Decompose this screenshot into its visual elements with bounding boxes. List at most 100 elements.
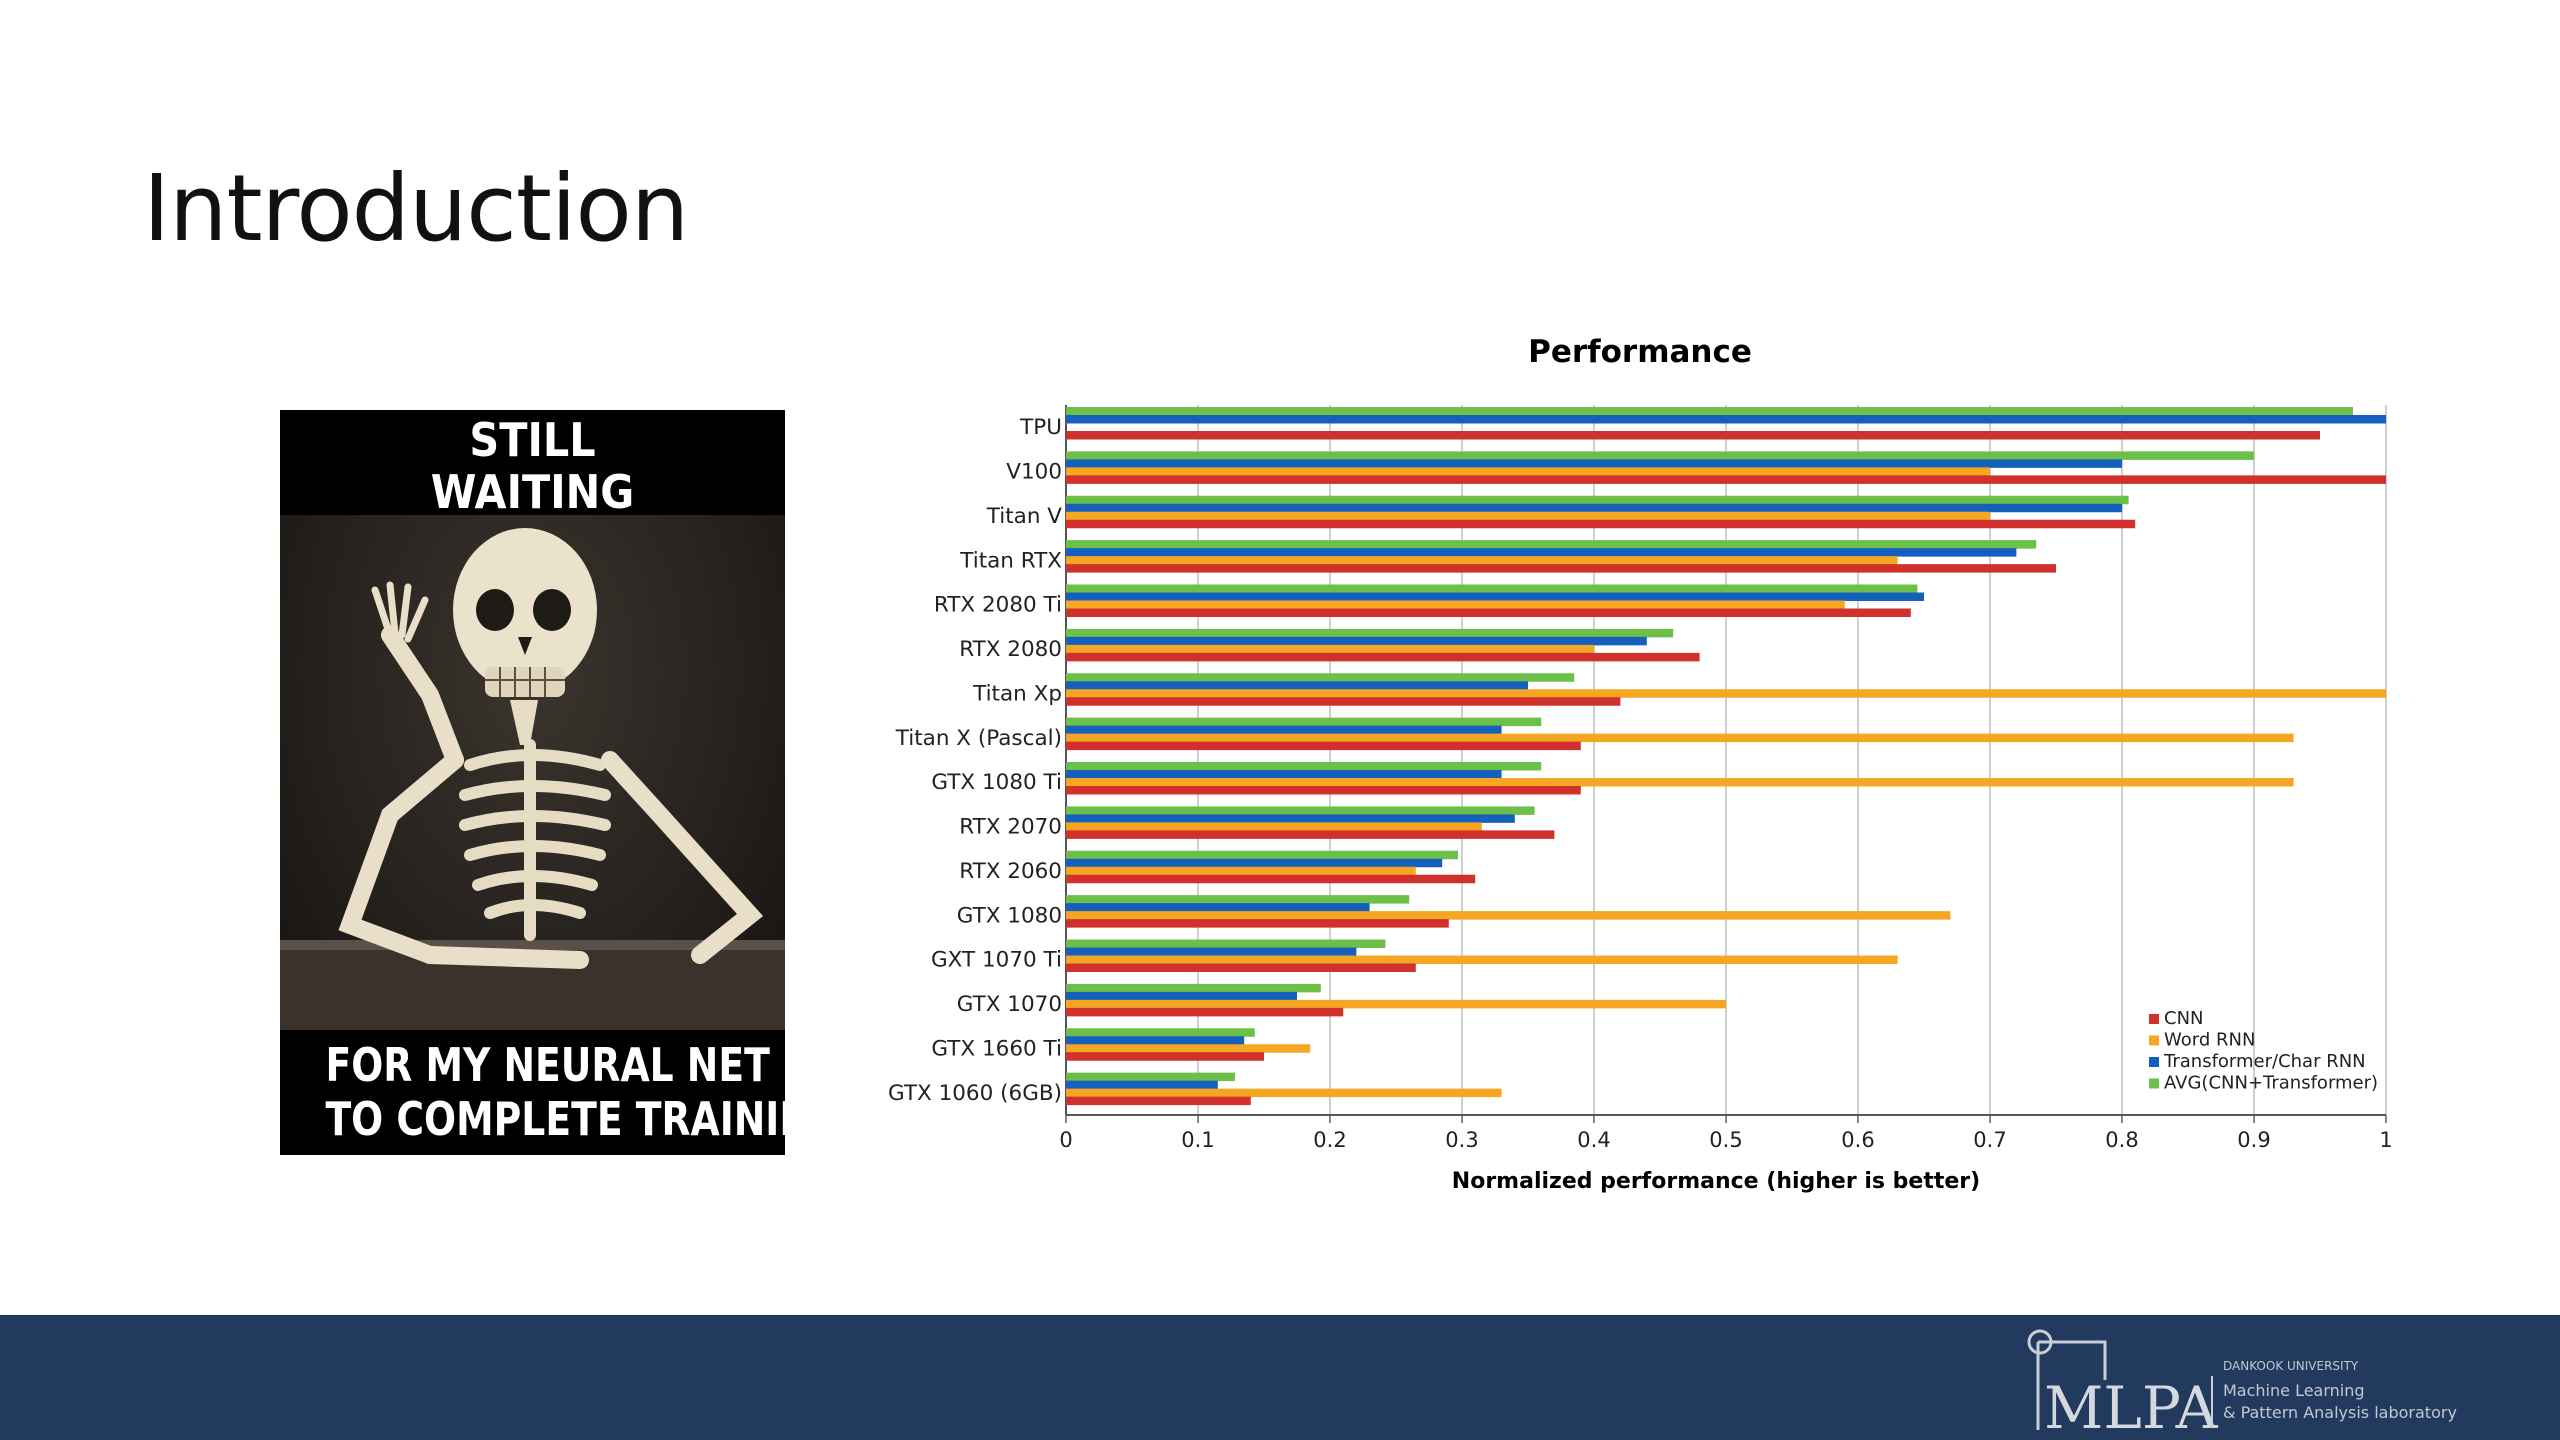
bar-avg-cnn-transformer-: [1066, 540, 2037, 549]
bar-transformer-char-rnn: [1066, 903, 1370, 912]
bar-avg-cnn-transformer-: [1066, 673, 1575, 682]
meme-bottom-line: TO COMPLETE TRAINING: [325, 1092, 785, 1146]
bar-transformer-char-rnn: [1066, 681, 1528, 690]
x-axis-label: Normalized performance (higher is better…: [1452, 1169, 1980, 1194]
footer-bar: [0, 1315, 2560, 1440]
x-tick-label: 0.8: [2105, 1128, 2138, 1152]
bar-avg-cnn-transformer-: [1066, 495, 2129, 505]
bar-word-rnn: [1066, 822, 1482, 831]
bar-avg-cnn-transformer-: [1066, 407, 2353, 416]
bar-avg-cnn-transformer-: [1066, 939, 1386, 948]
legend-swatch: [2149, 1035, 2159, 1046]
bar-transformer-char-rnn: [1066, 1036, 1245, 1045]
legend-label: CNN: [2164, 1008, 2204, 1029]
x-tick-label: 0.4: [1577, 1128, 1610, 1152]
legend-swatch: [2149, 1014, 2159, 1024]
x-tick-label: 0.7: [1973, 1128, 2006, 1152]
bar-avg-cnn-transformer-: [1066, 983, 1321, 993]
bar-avg-cnn-transformer-: [1066, 850, 1459, 860]
meme-top-caption: STILL WAITING: [305, 410, 760, 518]
bar-cnn: [1066, 1052, 1264, 1061]
chart-title: Performance: [1528, 334, 1752, 370]
y-category-label: GTX 1080 Ti: [931, 770, 1062, 795]
bar-word-rnn: [1066, 778, 2294, 787]
bar-cnn: [1066, 1096, 1251, 1106]
bar-cnn: [1066, 652, 1700, 662]
x-tick-label: 0.3: [1445, 1128, 1478, 1152]
legend-label: AVG(CNN+Transformer): [2164, 1073, 2378, 1094]
x-tick-label: 0.5: [1709, 1128, 1742, 1152]
bar-transformer-char-rnn: [1066, 725, 1502, 735]
bar-cnn: [1066, 963, 1416, 972]
y-category-label: RTX 2080 Ti: [934, 593, 1062, 618]
x-tick-label: 0.9: [2237, 1128, 2270, 1152]
bar-cnn: [1066, 786, 1581, 795]
bar-cnn: [1066, 830, 1555, 839]
y-category-label: RTX 2070: [959, 815, 1062, 840]
bar-avg-cnn-transformer-: [1066, 806, 1535, 815]
y-category-label: Titan Xp: [972, 681, 1062, 706]
bar-word-rnn: [1066, 644, 1594, 654]
slide-title: Introduction: [143, 155, 689, 262]
y-category-label: Titan RTX: [959, 548, 1062, 573]
lab-name-line1: Machine Learning: [2223, 1381, 2365, 1400]
bar-word-rnn: [1066, 733, 2294, 743]
x-tick-label: 0: [1059, 1128, 1072, 1152]
bar-transformer-char-rnn: [1066, 548, 2017, 557]
bar-avg-cnn-transformer-: [1066, 1072, 1235, 1082]
bar-cnn: [1066, 1007, 1344, 1017]
x-tick-label: 1: [2379, 1128, 2392, 1152]
bar-avg-cnn-transformer-: [1066, 584, 1918, 593]
bar-word-rnn: [1066, 911, 1951, 920]
bar-cnn: [1066, 519, 2136, 529]
bar-transformer-char-rnn: [1066, 503, 2122, 513]
bar-word-rnn: [1066, 999, 1726, 1009]
bar-avg-cnn-transformer-: [1066, 762, 1542, 771]
bar-avg-cnn-transformer-: [1066, 628, 1674, 638]
bar-avg-cnn-transformer-: [1066, 717, 1542, 727]
y-category-label: Titan X (Pascal): [895, 726, 1062, 751]
bar-transformer-char-rnn: [1066, 991, 1297, 1001]
bar-word-rnn: [1066, 955, 1898, 964]
bar-cnn: [1066, 564, 2056, 573]
y-category-label: TPU: [1019, 415, 1062, 440]
y-category-label: GTX 1070: [957, 992, 1062, 1017]
y-category-label: GXT 1070 Ti: [931, 948, 1062, 973]
meme-bottom-caption: FOR MY NEURAL NET TO COMPLETE TRAINING: [280, 1030, 785, 1155]
bar-transformer-char-rnn: [1066, 415, 2386, 424]
bar-word-rnn: [1066, 511, 1990, 521]
y-category-label: GTX 1060 (6GB): [888, 1081, 1062, 1106]
university-name: DANKOOK UNIVERSITY: [2223, 1359, 2359, 1373]
bar-cnn: [1066, 431, 2320, 440]
y-category-label: GTX 1660 Ti: [931, 1036, 1062, 1061]
meme-bottom-line: FOR MY NEURAL NET: [325, 1038, 770, 1092]
bar-avg-cnn-transformer-: [1066, 451, 2254, 460]
x-tick-label: 0.2: [1313, 1128, 1346, 1152]
bar-transformer-char-rnn: [1066, 636, 1647, 646]
x-tick-label: 0.6: [1841, 1128, 1874, 1152]
bar-avg-cnn-transformer-: [1066, 895, 1410, 904]
skeleton-icon: [280, 528, 785, 1030]
bar-cnn: [1066, 697, 1621, 706]
y-category-label: RTX 2060: [959, 859, 1062, 884]
bar-transformer-char-rnn: [1066, 459, 2122, 468]
bar-word-rnn: [1066, 866, 1416, 876]
bar-transformer-char-rnn: [1066, 770, 1502, 779]
skeleton-meme-image: STILL WAITING: [280, 410, 785, 1155]
bar-cnn: [1066, 475, 2386, 484]
meme-top-line: STILL: [469, 413, 596, 467]
bar-transformer-char-rnn: [1066, 1080, 1218, 1090]
lab-name-line2: & Pattern Analysis laboratory: [2223, 1403, 2457, 1422]
bar-cnn: [1066, 874, 1476, 884]
bar-transformer-char-rnn: [1066, 592, 1924, 601]
bar-cnn: [1066, 919, 1449, 928]
bar-word-rnn: [1066, 689, 2386, 698]
mlpa-logo: MLPA DANKOOK UNIVERSITY Machine Learning…: [2027, 1329, 2457, 1440]
bar-transformer-char-rnn: [1066, 947, 1357, 956]
bar-cnn: [1066, 608, 1911, 617]
legend-swatch: [2149, 1057, 2159, 1067]
x-tick-label: 0.1: [1181, 1128, 1214, 1152]
legend-swatch: [2149, 1078, 2159, 1089]
legend-label: Word RNN: [2164, 1030, 2255, 1051]
y-category-label: Titan V: [986, 504, 1063, 529]
